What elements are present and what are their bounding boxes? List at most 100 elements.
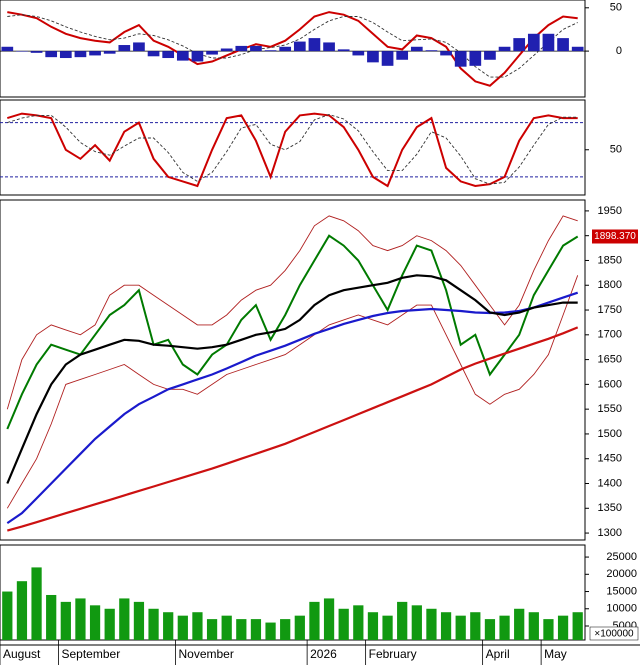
histogram-bar — [557, 38, 569, 52]
volume-bar — [382, 615, 393, 640]
histogram-bar — [16, 51, 28, 52]
histogram-bar — [498, 46, 511, 52]
histogram-bar — [30, 51, 43, 53]
series-line — [6, 234, 579, 430]
y-tick-label: 50 — [610, 144, 622, 156]
series-line — [7, 14, 578, 78]
histogram-bar — [454, 51, 467, 67]
histogram-bar — [1, 46, 14, 52]
histogram-bar — [74, 51, 87, 58]
x-tick-label: September — [62, 647, 121, 661]
histogram-bar — [103, 51, 116, 54]
volume-bar — [426, 608, 437, 640]
histogram-bar — [118, 45, 131, 52]
histogram-bar — [264, 50, 277, 52]
histogram-bar — [367, 51, 379, 63]
y-tick-label: 1650 — [598, 353, 622, 365]
volume-bar — [484, 619, 496, 640]
y-tick-label: 1600 — [598, 378, 622, 390]
y-tick-label: 15000 — [606, 585, 637, 597]
volume-bar — [572, 612, 583, 640]
histogram-bar — [293, 41, 306, 52]
histogram-bar — [133, 42, 145, 52]
y-tick-label: 1750 — [598, 304, 622, 316]
x-tick-label: February — [369, 647, 417, 661]
x-tick-label: August — [3, 647, 41, 661]
series-line — [6, 274, 578, 484]
y-tick-label: 1400 — [598, 477, 622, 489]
volume-bar — [104, 608, 115, 640]
volume-bar — [31, 567, 42, 640]
x-tick-label: May — [544, 647, 567, 661]
last-price-label: 1898.370 — [594, 231, 636, 242]
x-tick-label: 2026 — [310, 647, 337, 661]
volume-bar — [46, 594, 57, 640]
volume-bar — [206, 619, 218, 640]
volume-bar — [75, 598, 86, 640]
x-tick-label: April — [486, 647, 510, 661]
y-tick-label: 1950 — [598, 205, 622, 217]
volume-bar — [440, 612, 452, 640]
histogram-bar — [279, 46, 292, 52]
histogram-bar — [89, 51, 101, 56]
histogram-bar — [469, 51, 482, 66]
volume-bar — [557, 615, 569, 640]
volume-bar — [2, 591, 13, 640]
histogram-bar — [484, 51, 496, 60]
volume-bar — [163, 612, 174, 640]
volume-bar — [367, 612, 379, 640]
unit-label: ×100000 — [594, 629, 634, 640]
histogram-bar — [147, 51, 160, 57]
histogram-bar — [162, 51, 175, 59]
series-line — [7, 326, 579, 532]
series-line — [6, 215, 578, 410]
volume-bar — [499, 615, 510, 640]
volume-bar — [192, 612, 203, 640]
volume-bar — [148, 608, 159, 640]
volume-bar — [353, 605, 364, 640]
y-tick-label: 10000 — [606, 603, 637, 615]
histogram-bar — [250, 45, 262, 52]
unit-box — [589, 626, 639, 641]
volume-bar — [133, 601, 145, 640]
histogram-bar — [425, 50, 438, 52]
y-tick-label: 1700 — [598, 329, 622, 341]
x-tick-label: November — [179, 647, 234, 661]
series-line — [7, 112, 578, 188]
volume-bar — [323, 598, 335, 640]
volume-bar — [16, 581, 28, 640]
volume-bar — [514, 608, 525, 640]
volume-bar — [543, 619, 554, 640]
volume-bar — [470, 612, 481, 640]
y-tick-label: 1350 — [598, 502, 622, 514]
volume-bar — [411, 605, 422, 640]
volume-bar — [294, 615, 305, 640]
histogram-bar — [352, 51, 365, 56]
volume-bar — [221, 615, 232, 640]
histogram-bar — [323, 42, 335, 52]
volume-bar — [455, 615, 466, 640]
volume-bar — [280, 619, 291, 640]
histogram-bar — [513, 38, 526, 52]
volume-bar — [119, 598, 130, 640]
y-tick-label: 50 — [610, 2, 622, 14]
y-tick-label: 20000 — [606, 568, 637, 580]
y-tick-label: 0 — [616, 45, 622, 57]
series-line — [7, 11, 578, 87]
series-line — [6, 275, 579, 509]
histogram-bar — [191, 51, 204, 62]
histogram-bar — [410, 46, 423, 52]
histogram-bar — [527, 33, 540, 52]
volume-bar — [265, 622, 276, 640]
volume-bar — [309, 601, 320, 640]
volume-bar — [338, 608, 349, 640]
histogram-bar — [176, 51, 189, 61]
histogram-bar — [542, 33, 555, 52]
histogram-bar — [440, 51, 452, 56]
y-tick-label: 1550 — [598, 403, 622, 415]
last-price-box — [592, 229, 638, 244]
y-tick-label: 1500 — [598, 428, 622, 440]
y-tick-label: 1450 — [598, 453, 622, 465]
y-tick-label: 25000 — [606, 551, 637, 563]
histogram-bar — [45, 51, 58, 58]
